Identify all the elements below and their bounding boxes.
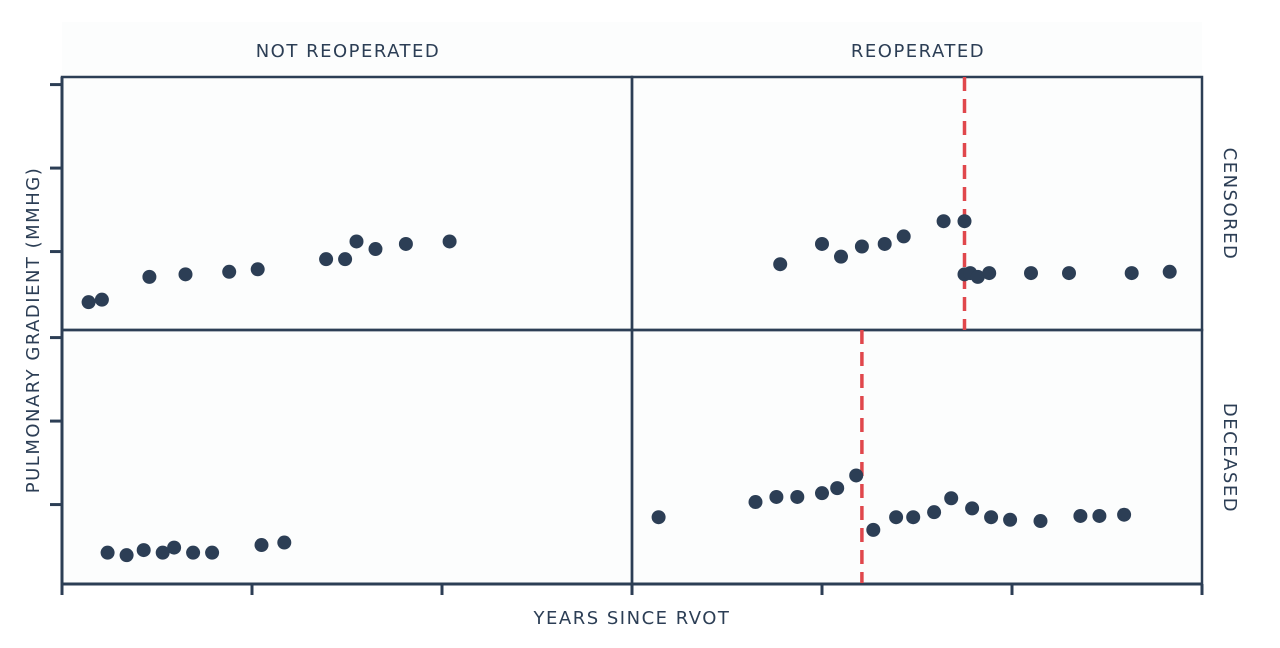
- data-point-3-14: [1003, 512, 1018, 527]
- data-point-3-13: [984, 510, 999, 525]
- data-point-0-8: [349, 234, 364, 249]
- data-point-2-8: [277, 535, 292, 550]
- data-point-0-5: [250, 262, 265, 277]
- data-point-3-0: [651, 510, 666, 525]
- data-point-2-5: [186, 545, 201, 560]
- column-label-reoperated: REOPERATED: [851, 41, 985, 62]
- data-point-0-4: [222, 264, 237, 279]
- data-point-2-0: [100, 545, 115, 560]
- data-point-1-13: [1062, 266, 1076, 281]
- data-point-2-3: [155, 545, 170, 560]
- data-point-1-11: [982, 266, 997, 281]
- data-point-0-11: [442, 234, 457, 249]
- axis-ticks: [50, 83, 1204, 595]
- data-point-2-4: [167, 540, 182, 555]
- data-point-3-15: [1033, 514, 1048, 529]
- data-point-2-7: [254, 538, 269, 553]
- reference-lines: [860, 77, 967, 583]
- data-point-2-2: [136, 543, 151, 558]
- data-point-3-9: [906, 510, 921, 525]
- data-point-3-12: [965, 501, 980, 516]
- data-point-3-5: [830, 481, 845, 496]
- data-point-1-4: [877, 236, 892, 251]
- data-point-3-2: [769, 489, 784, 504]
- row-label-deceased: DECEASED: [1219, 403, 1240, 513]
- data-point-3-6: [849, 468, 864, 483]
- data-point-3-10: [927, 505, 942, 520]
- data-point-3-11: [944, 491, 959, 506]
- column-label-not-reoperated: NOT REOPERATED: [256, 41, 441, 62]
- data-point-1-6: [936, 214, 951, 229]
- y-axis-label: PULMONARY GRADIENT (MMHG): [23, 167, 44, 493]
- data-point-1-2: [834, 249, 848, 264]
- x-axis-label: YEARS SINCE RVOT: [533, 608, 731, 629]
- data-point-0-7: [338, 252, 353, 267]
- data-point-0-6: [319, 252, 334, 267]
- data-point-0-1: [94, 292, 109, 307]
- data-point-0-10: [398, 236, 413, 251]
- data-point-1-12: [1024, 266, 1038, 281]
- data-point-2-1: [119, 548, 134, 563]
- data-point-1-15: [1162, 264, 1177, 279]
- data-point-1-14: [1124, 266, 1139, 281]
- data-point-0-3: [178, 267, 193, 282]
- data-point-1-10: [970, 269, 985, 284]
- data-point-3-7: [866, 522, 881, 537]
- data-point-3-16: [1073, 508, 1088, 523]
- data-points: [81, 214, 1177, 563]
- data-point-3-8: [889, 510, 904, 525]
- data-point-3-4: [815, 486, 829, 501]
- data-point-2-6: [205, 545, 220, 560]
- data-point-1-7: [957, 214, 972, 229]
- data-point-3-18: [1117, 507, 1132, 522]
- data-point-3-1: [748, 495, 763, 510]
- data-point-3-17: [1092, 508, 1107, 523]
- data-point-1-0: [773, 257, 788, 272]
- data-point-1-3: [854, 239, 869, 254]
- data-point-0-2: [142, 269, 157, 284]
- data-point-1-5: [896, 229, 911, 244]
- row-label-censored: CENSORED: [1219, 148, 1240, 261]
- data-point-1-1: [815, 236, 829, 251]
- data-point-3-3: [790, 489, 805, 504]
- data-point-0-0: [81, 295, 96, 310]
- data-point-0-9: [368, 242, 383, 257]
